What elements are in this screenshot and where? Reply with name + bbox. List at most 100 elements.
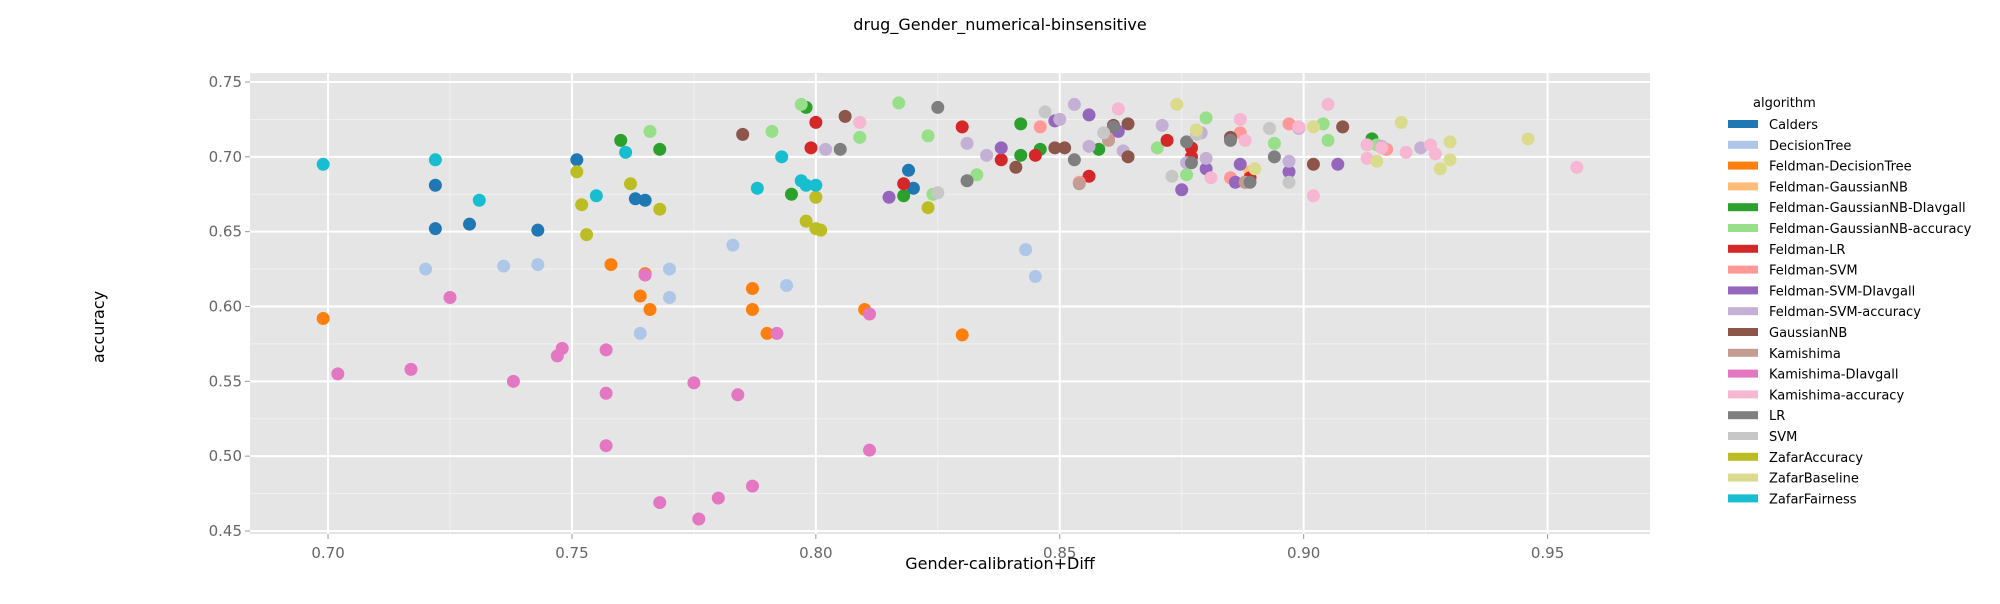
legend-swatch (1728, 161, 1758, 170)
y-tick-label: 0.65 (209, 223, 242, 241)
grid-lines (250, 73, 1650, 534)
data-point (1180, 168, 1194, 182)
legend-title: algorithm (1753, 96, 1816, 111)
data-point (633, 326, 647, 340)
data-point (570, 153, 584, 167)
data-point (1414, 141, 1428, 155)
data-point (1180, 135, 1194, 149)
data-point (687, 376, 701, 390)
legend-item: ZafarAccuracy (1728, 451, 1863, 466)
data-point (1263, 121, 1277, 135)
data-point (809, 190, 823, 204)
data-point (765, 124, 779, 138)
data-point (589, 189, 603, 203)
data-point (1014, 148, 1028, 162)
data-point (599, 439, 613, 453)
data-point (663, 291, 677, 305)
data-point (1433, 162, 1447, 176)
legend-item: Kamishima-DIavgall (1728, 368, 1898, 383)
legend-swatch (1728, 390, 1758, 399)
data-point (960, 136, 974, 150)
data-point (863, 443, 877, 457)
data-point (955, 120, 969, 134)
data-point (1199, 151, 1213, 165)
legend: algorithm Calders DecisionTree Feldman-Dec… (1728, 96, 1972, 507)
data-point (1072, 177, 1086, 191)
data-point (1428, 147, 1442, 161)
data-point (1370, 154, 1384, 168)
data-point (897, 189, 911, 203)
legend-item: SVM (1728, 430, 1797, 445)
data-point (780, 279, 794, 293)
data-point (1228, 175, 1242, 189)
data-point (1282, 117, 1296, 131)
data-point (794, 97, 808, 111)
legend-item: LR (1728, 409, 1785, 424)
data-point (1082, 169, 1096, 183)
y-tick-label: 0.75 (209, 73, 242, 91)
data-point (882, 190, 896, 204)
data-point (750, 181, 764, 195)
legend-item: ZafarBaseline (1728, 472, 1859, 487)
data-point (331, 367, 345, 381)
legend-label: Kamishima (1769, 347, 1841, 362)
data-point (1184, 156, 1198, 170)
data-point (1014, 117, 1028, 131)
y-tick-label: 0.60 (209, 297, 242, 315)
series-points (419, 238, 1042, 340)
data-point (692, 512, 706, 526)
data-point (906, 181, 920, 195)
data-point (1155, 118, 1169, 132)
legend-item: Feldman-GaussianNB (1728, 180, 1908, 195)
legend-swatch (1728, 473, 1758, 482)
data-point (1053, 112, 1067, 126)
legend-label: Kamishima-DIavgall (1769, 368, 1898, 383)
legend-swatch (1728, 369, 1758, 378)
legend-item: Feldman-SVM-DIavgall (1728, 284, 1915, 299)
x-tick-label: 0.70 (311, 544, 344, 562)
legend-swatch (1728, 244, 1758, 253)
data-point (760, 326, 774, 340)
data-point (531, 223, 545, 237)
y-axis-title: accuracy (89, 291, 108, 363)
data-point (1233, 157, 1247, 171)
series-points (428, 153, 920, 237)
y-tick-label: 0.50 (209, 447, 242, 465)
data-point (809, 178, 823, 192)
x-axis-title: Gender-calibration+Diff (905, 554, 1096, 573)
data-point (643, 124, 657, 138)
data-point (604, 258, 618, 272)
legend-label: LR (1769, 409, 1785, 424)
legend-swatch (1728, 182, 1758, 191)
legend-swatch (1728, 411, 1758, 420)
data-point (1394, 115, 1408, 129)
data-points (316, 96, 1584, 526)
data-point (1106, 120, 1120, 134)
data-point (1092, 142, 1106, 156)
data-point (1170, 97, 1184, 111)
legend-label: Kamishima-accuracy (1769, 388, 1904, 403)
legend-swatch (1728, 348, 1758, 357)
data-point (1570, 160, 1584, 174)
legend-label: ZafarFairness (1769, 492, 1857, 507)
data-point (1097, 126, 1111, 140)
legend-label: Feldman-SVM-accuracy (1769, 305, 1921, 320)
data-point (1233, 112, 1247, 126)
legend-swatch (1728, 328, 1758, 336)
data-point (784, 187, 798, 201)
data-point (1267, 150, 1281, 164)
data-point (1223, 133, 1237, 147)
legend-label: SVM (1769, 430, 1797, 445)
data-point (1121, 150, 1135, 164)
legend-item: Feldman-GaussianNB-accuracy (1728, 222, 1972, 237)
data-point (1360, 151, 1374, 165)
legend-item: Feldman-SVM-accuracy (1728, 305, 1921, 320)
data-point (404, 362, 418, 376)
data-point (599, 343, 613, 357)
data-point (472, 193, 486, 207)
data-point (316, 311, 330, 325)
data-point (1336, 120, 1350, 134)
y-tick-label: 0.70 (209, 148, 242, 166)
data-point (863, 307, 877, 321)
